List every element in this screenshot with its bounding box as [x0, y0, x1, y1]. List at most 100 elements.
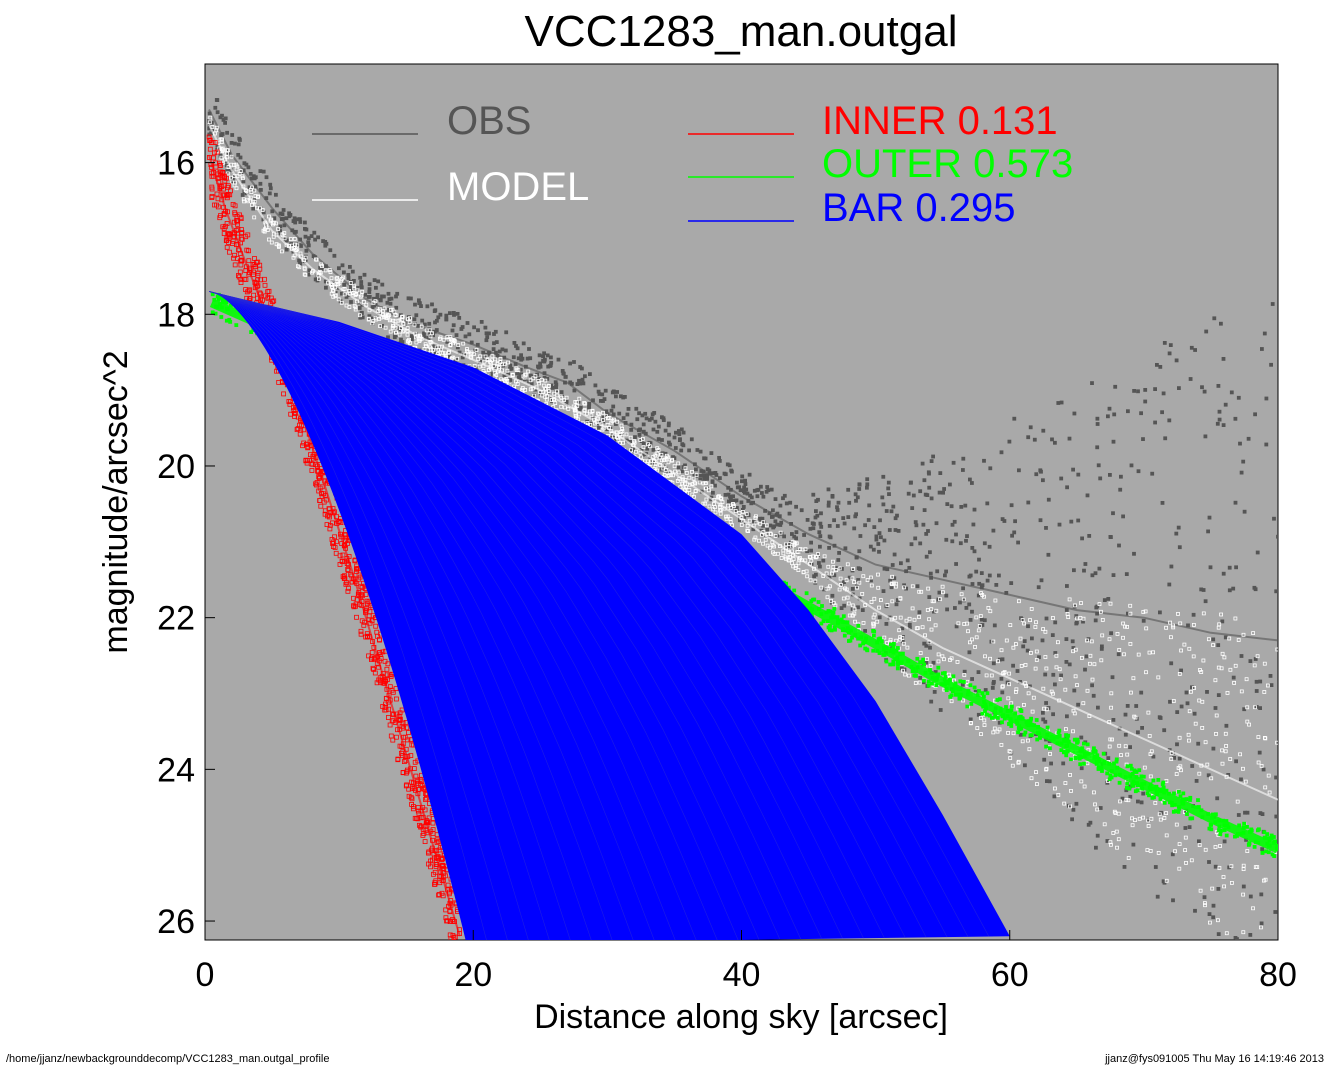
- model-point: [1255, 865, 1260, 869]
- model-point: [1153, 801, 1158, 805]
- model-point: [531, 376, 536, 381]
- obs-point: [865, 482, 870, 487]
- obs-point: [929, 496, 934, 501]
- model-point: [1238, 752, 1242, 757]
- obs-point: [687, 448, 691, 453]
- outer-point: [891, 659, 896, 664]
- obs-point: [723, 492, 728, 497]
- model-point: [1259, 925, 1263, 930]
- model-point: [370, 321, 375, 326]
- model-point: [1263, 877, 1268, 882]
- obs-point: [1129, 463, 1134, 468]
- obs-point: [908, 480, 913, 485]
- model-point: [1081, 701, 1086, 706]
- model-point: [1100, 618, 1105, 622]
- obs-point: [1200, 385, 1204, 390]
- model-point: [691, 476, 696, 481]
- outer-point: [1151, 778, 1156, 783]
- model-point: [269, 240, 274, 245]
- model-point: [1187, 646, 1192, 651]
- model-point: [1111, 831, 1116, 835]
- model-point: [662, 472, 667, 477]
- model-point: [1158, 817, 1163, 822]
- model-point: [796, 561, 801, 566]
- model-point: [1095, 807, 1100, 812]
- model-point: [747, 518, 752, 523]
- model-point: [489, 360, 493, 365]
- model-point: [1079, 779, 1084, 784]
- y-tick-label: 22: [157, 600, 195, 638]
- model-point: [353, 307, 358, 312]
- inner-point: [354, 566, 360, 572]
- obs-point: [1162, 880, 1167, 885]
- outer-point: [1184, 797, 1189, 801]
- model-point: [1216, 625, 1221, 630]
- model-point: [1187, 709, 1192, 714]
- outer-point: [892, 642, 896, 646]
- obs-point: [918, 541, 923, 546]
- outer-point: [1257, 827, 1261, 832]
- model-point: [498, 360, 503, 365]
- model-point: [704, 481, 708, 486]
- obs-point: [1082, 568, 1086, 573]
- model-point: [1164, 833, 1169, 838]
- model-point: [713, 510, 718, 515]
- obs-point: [1013, 519, 1017, 524]
- inner-point: [224, 244, 230, 250]
- model-point: [341, 275, 346, 280]
- obs-point: [1091, 693, 1096, 698]
- model-point: [252, 215, 257, 220]
- model-point: [1125, 752, 1130, 757]
- obs-point: [1206, 529, 1210, 534]
- obs-point: [550, 385, 555, 390]
- obs-point: [362, 272, 367, 277]
- inner-point: [370, 665, 376, 671]
- obs-point: [238, 155, 243, 160]
- outer-point: [1004, 705, 1008, 709]
- obs-point: [970, 582, 975, 586]
- model-point: [302, 265, 307, 270]
- model-point: [889, 581, 894, 586]
- obs-point: [853, 492, 858, 497]
- obs-point: [511, 355, 516, 360]
- obs-point: [950, 522, 955, 527]
- inner-point: [361, 622, 367, 628]
- outer-point: [1000, 720, 1004, 725]
- outer-point: [858, 643, 863, 648]
- obs-point: [1072, 411, 1077, 416]
- outer-point: [965, 704, 970, 709]
- model-point: [1183, 810, 1187, 814]
- model-point: [769, 532, 773, 537]
- obs-point: [899, 561, 903, 566]
- model-point: [936, 659, 941, 664]
- obs-point: [865, 485, 869, 490]
- legend-label-obs: OBS: [447, 99, 531, 143]
- model-point: [1224, 744, 1228, 748]
- model-point: [582, 408, 587, 413]
- obs-point: [467, 332, 472, 337]
- bar-texture-arc: [209, 291, 718, 940]
- obs-point: [1059, 400, 1064, 405]
- obs-point: [644, 416, 649, 421]
- obs-point: [1117, 543, 1121, 548]
- model-point: [973, 645, 977, 649]
- model-point: [234, 186, 239, 191]
- model-point: [898, 596, 903, 601]
- obs-point: [1235, 937, 1239, 940]
- outer-point: [1139, 774, 1144, 779]
- model-point: [297, 265, 302, 270]
- model-point: [1014, 687, 1019, 692]
- bar-texture-arc: [210, 291, 487, 940]
- obs-point: [961, 586, 965, 591]
- model-point: [791, 564, 796, 569]
- outer-point: [1082, 741, 1086, 746]
- model-point: [697, 480, 702, 485]
- model-point: [323, 268, 328, 273]
- outer-point: [1260, 850, 1265, 855]
- outer-point: [820, 604, 824, 608]
- outer-point: [936, 665, 941, 670]
- x-axis-label: Distance along sky [arcsec]: [534, 998, 948, 1036]
- model-line: [208, 124, 1278, 801]
- obs-point: [609, 408, 614, 413]
- model-point: [1128, 611, 1133, 616]
